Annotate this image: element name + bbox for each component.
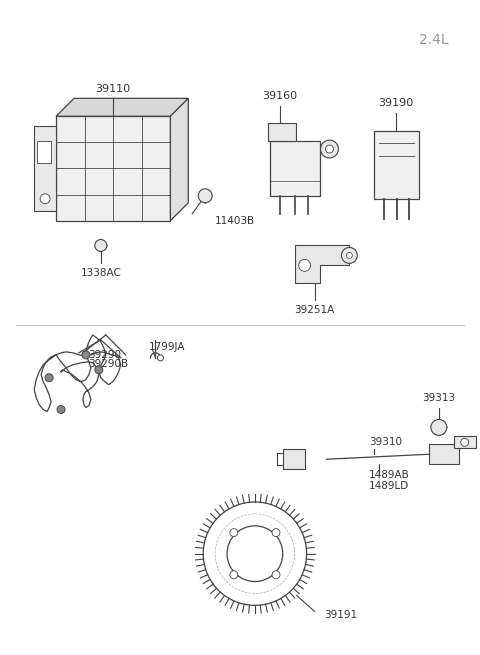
Polygon shape bbox=[295, 246, 349, 283]
Text: 39290: 39290 bbox=[88, 350, 121, 360]
Text: 1489AB: 1489AB bbox=[369, 470, 409, 480]
Text: 1338AC: 1338AC bbox=[80, 269, 121, 278]
Text: 39310: 39310 bbox=[369, 438, 402, 447]
Circle shape bbox=[157, 355, 164, 361]
Circle shape bbox=[299, 259, 311, 271]
Circle shape bbox=[230, 571, 238, 579]
Bar bbox=[56, 116, 170, 221]
Text: 39251A: 39251A bbox=[294, 305, 335, 315]
Circle shape bbox=[321, 140, 338, 158]
Bar bbox=[270, 141, 320, 196]
Circle shape bbox=[431, 419, 447, 436]
Bar bbox=[374, 131, 419, 198]
Circle shape bbox=[95, 240, 107, 252]
Text: 2.4L: 2.4L bbox=[419, 33, 449, 47]
Circle shape bbox=[347, 252, 352, 259]
Circle shape bbox=[57, 405, 65, 413]
Circle shape bbox=[341, 248, 357, 263]
Circle shape bbox=[272, 571, 280, 579]
Text: 39290B: 39290B bbox=[88, 359, 128, 369]
Circle shape bbox=[272, 529, 280, 536]
Bar bbox=[429, 444, 459, 464]
Text: 11403B: 11403B bbox=[215, 215, 255, 225]
Polygon shape bbox=[170, 98, 188, 221]
Circle shape bbox=[325, 145, 334, 153]
Text: 1799JA: 1799JA bbox=[148, 342, 185, 352]
Bar bbox=[454, 436, 476, 448]
Polygon shape bbox=[56, 98, 188, 116]
Bar bbox=[283, 449, 305, 469]
Circle shape bbox=[95, 365, 103, 374]
Bar bbox=[37, 141, 51, 163]
Circle shape bbox=[230, 529, 238, 536]
Text: 39190: 39190 bbox=[378, 98, 414, 108]
Text: 39191: 39191 bbox=[324, 610, 358, 620]
Circle shape bbox=[82, 351, 90, 359]
Text: 39110: 39110 bbox=[95, 84, 130, 94]
Text: 39160: 39160 bbox=[262, 91, 297, 102]
Circle shape bbox=[461, 438, 468, 446]
Text: 1489LD: 1489LD bbox=[369, 481, 409, 491]
Circle shape bbox=[198, 189, 212, 203]
Circle shape bbox=[45, 374, 53, 382]
Circle shape bbox=[40, 194, 50, 204]
Bar bbox=[34, 126, 56, 211]
Bar bbox=[268, 123, 296, 141]
Text: 39313: 39313 bbox=[422, 392, 456, 403]
